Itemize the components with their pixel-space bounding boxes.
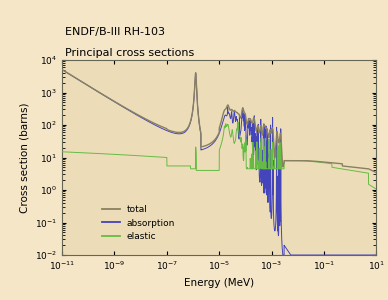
Y-axis label: Cross section (barns): Cross section (barns) bbox=[19, 102, 29, 213]
Legend: total, absorption, elastic: total, absorption, elastic bbox=[98, 201, 179, 244]
X-axis label: Energy (MeV): Energy (MeV) bbox=[184, 278, 254, 288]
Text: ENDF/B-III RH-103: ENDF/B-III RH-103 bbox=[65, 27, 165, 37]
Text: Principal cross sections: Principal cross sections bbox=[65, 48, 194, 58]
